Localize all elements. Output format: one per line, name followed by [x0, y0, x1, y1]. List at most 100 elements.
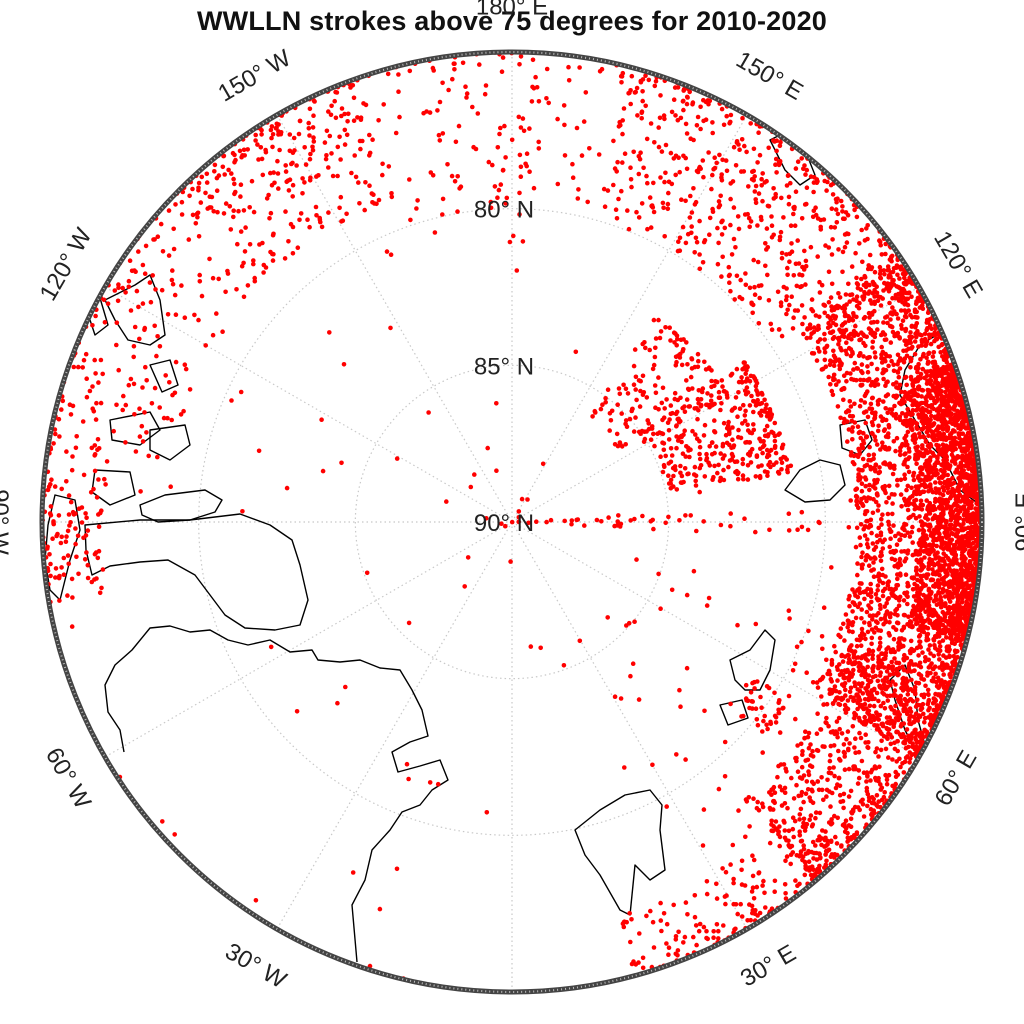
lightning-stroke-point	[773, 819, 779, 824]
lightning-stroke-point	[881, 320, 886, 325]
lightning-stroke-point	[890, 501, 895, 506]
lightning-stroke-point	[922, 720, 927, 725]
lightning-stroke-point	[919, 676, 924, 681]
coastline-0	[104, 625, 449, 963]
lightning-stroke-point	[894, 380, 899, 385]
lightning-stroke-point	[799, 776, 805, 781]
lightning-stroke-point	[817, 851, 822, 856]
lightning-stroke-point	[901, 675, 906, 681]
lightning-stroke-point	[811, 781, 816, 787]
lightning-stroke-point	[855, 572, 860, 578]
lightning-stroke-point	[935, 373, 941, 379]
lightning-stroke-point	[878, 276, 884, 281]
lightning-stroke-point	[880, 512, 885, 517]
lightning-stroke-point	[947, 631, 953, 636]
lightning-stroke-point	[650, 919, 656, 925]
lightning-stroke-point	[898, 573, 903, 578]
lightning-stroke-point	[938, 403, 944, 408]
lightning-stroke-point	[899, 326, 905, 331]
lightning-stroke-point	[878, 303, 884, 308]
lightning-stroke-point	[872, 764, 878, 769]
lightning-stroke-point	[946, 544, 952, 549]
lightning-stroke-point	[948, 591, 953, 596]
lightning-stroke-point	[935, 460, 941, 466]
lightning-stroke-point	[858, 351, 863, 356]
lightning-stroke-point	[950, 611, 956, 616]
lightning-stroke-point	[876, 628, 881, 633]
lightning-stroke-point	[817, 810, 823, 816]
lightning-stroke-point	[856, 478, 861, 483]
lightning-stroke-point	[971, 571, 976, 576]
lightning-stroke-point	[731, 876, 736, 882]
lightning-stroke-point	[924, 355, 929, 361]
lightning-stroke-point	[806, 745, 812, 751]
lightning-stroke-point	[918, 357, 923, 362]
lightning-stroke-point	[809, 849, 814, 855]
lightning-stroke-point	[895, 272, 900, 278]
lightning-stroke-point	[865, 658, 870, 663]
lightning-stroke-point	[666, 945, 672, 950]
lightning-stroke-point	[905, 530, 911, 535]
lightning-stroke-point	[785, 307, 790, 313]
lightning-stroke-point	[841, 805, 846, 811]
lightning-stroke-point	[875, 428, 881, 434]
lightning-stroke-point	[815, 685, 821, 690]
lightning-stroke-point	[933, 556, 938, 561]
lightning-stroke-point	[946, 480, 952, 486]
lightning-stroke-point	[911, 477, 917, 483]
lightning-stroke-point	[903, 374, 909, 380]
lightning-stroke-point	[936, 443, 941, 449]
lightning-stroke-point	[751, 896, 757, 901]
lightning-stroke-point	[751, 796, 756, 801]
lightning-stroke-point	[941, 685, 947, 691]
lightning-stroke-point	[878, 782, 883, 787]
lightning-stroke-point	[760, 198, 765, 204]
lightning-stroke-point	[870, 666, 875, 671]
lightning-stroke-point	[903, 297, 909, 302]
lightning-stroke-point	[896, 264, 901, 270]
lightning-stroke-point	[908, 495, 913, 500]
lightning-stroke-point	[924, 398, 929, 404]
lightning-stroke-point	[739, 137, 745, 142]
lightning-stroke-point	[912, 690, 918, 695]
lightning-stroke-point	[877, 264, 883, 270]
lightning-stroke-point	[967, 543, 972, 549]
lightning-stroke-point	[857, 241, 862, 246]
lightning-stroke-point	[882, 790, 887, 795]
lightning-stroke-point	[894, 759, 899, 764]
lightning-stroke-point	[933, 472, 938, 478]
lightning-stroke-point	[854, 275, 859, 281]
lightning-stroke-point	[926, 391, 931, 396]
lightning-stroke-point	[714, 922, 720, 927]
lightning-stroke-point	[792, 818, 798, 824]
lightning-stroke-point	[854, 643, 860, 649]
lightning-stroke-point	[933, 515, 939, 521]
lightning-stroke-point	[937, 684, 942, 689]
lightning-stroke-point	[833, 358, 839, 364]
lightning-stroke-point	[963, 463, 969, 469]
lightning-stroke-point	[834, 220, 840, 225]
lightning-stroke-point	[919, 333, 924, 338]
lightning-stroke-point	[872, 334, 878, 340]
lightning-stroke-point	[778, 300, 784, 305]
lightning-stroke-point	[894, 393, 900, 399]
lightning-stroke-point	[885, 698, 891, 703]
lightning-stroke-point	[909, 421, 915, 426]
lightning-stroke-point	[914, 392, 919, 398]
lightning-stroke-point	[829, 252, 835, 257]
lightning-stroke-point	[891, 278, 896, 283]
lightning-stroke-point	[909, 613, 915, 619]
lightning-stroke-point	[862, 524, 868, 529]
lightning-stroke-point	[836, 338, 842, 343]
lightning-stroke-point	[829, 662, 835, 667]
lightning-stroke-point	[900, 400, 906, 406]
lightning-stroke-point	[901, 396, 906, 402]
lightning-stroke-point	[941, 498, 947, 503]
lightning-stroke-point	[828, 753, 833, 758]
lightning-stroke-point	[847, 399, 853, 404]
lightning-stroke-point	[890, 295, 895, 301]
lightning-stroke-point	[905, 551, 910, 556]
lightning-stroke-point	[901, 288, 907, 293]
lightning-stroke-point	[888, 463, 894, 468]
lightning-stroke-point	[942, 594, 948, 599]
